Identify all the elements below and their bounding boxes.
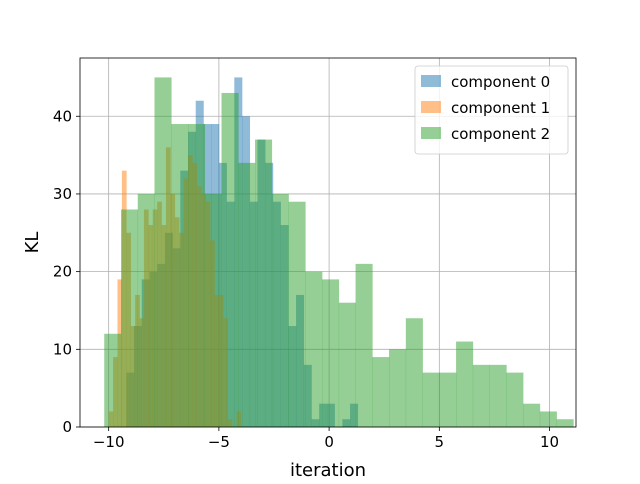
- y-tick-label: 0: [62, 418, 72, 436]
- histogram-bar: [221, 92, 239, 428]
- histogram-bar: [405, 318, 423, 427]
- histogram-bar: [305, 271, 323, 427]
- histogram-bar: [456, 341, 474, 427]
- legend-label: component 0: [451, 73, 550, 91]
- histogram-bar: [372, 357, 390, 427]
- x-tick-label: −10: [93, 433, 125, 451]
- histogram-bars: [104, 77, 574, 428]
- histogram-bar: [188, 124, 206, 427]
- histogram-bar: [523, 403, 541, 427]
- plot-frame: [79, 57, 577, 428]
- y-tick-label: 40: [53, 107, 72, 125]
- legend-swatch: [421, 127, 441, 139]
- histogram-bar: [288, 201, 306, 427]
- histogram-bar: [506, 372, 524, 427]
- x-tick-label: −5: [208, 433, 230, 451]
- histogram-bar: [104, 333, 122, 427]
- histogram-bar: [171, 124, 189, 427]
- histogram-bar: [389, 349, 407, 427]
- y-tick-label: 10: [53, 340, 72, 358]
- histogram-bar: [355, 263, 373, 427]
- legend-swatch: [421, 101, 441, 113]
- x-tick-label: 5: [435, 433, 445, 451]
- histogram-bar: [154, 77, 172, 427]
- x-tick-label: 10: [540, 433, 559, 451]
- legend-label: component 2: [451, 125, 550, 143]
- y-axis-label: KL: [22, 232, 43, 254]
- histogram-bar: [204, 193, 222, 427]
- legend-swatch: [421, 75, 441, 87]
- histogram-bar: [271, 193, 289, 427]
- histogram-bar: [338, 302, 356, 427]
- legend-label: component 1: [451, 99, 550, 117]
- histogram-bar: [137, 193, 155, 427]
- axis-ticks: −10 −5 0 5 10 0 10 20 30 40: [53, 107, 559, 451]
- y-tick-label: 20: [53, 263, 72, 281]
- histogram-bar: [556, 419, 574, 427]
- legend: component 0 component 1 component 2: [414, 65, 569, 155]
- histogram-bar: [322, 279, 340, 427]
- x-axis-label: iteration: [290, 460, 366, 480]
- histogram-bar: [539, 411, 557, 427]
- histogram-bar: [255, 139, 273, 427]
- histogram-bar: [439, 372, 457, 427]
- histogram-bar: [489, 364, 507, 427]
- series-2-bars: [104, 77, 574, 428]
- histogram-bar: [238, 162, 256, 427]
- histogram-bar: [422, 372, 440, 427]
- x-tick-label: 0: [324, 433, 334, 451]
- histogram-bar: [472, 364, 490, 427]
- legend-box: [414, 65, 569, 155]
- histogram-bar: [121, 209, 139, 427]
- y-tick-label: 30: [53, 185, 72, 203]
